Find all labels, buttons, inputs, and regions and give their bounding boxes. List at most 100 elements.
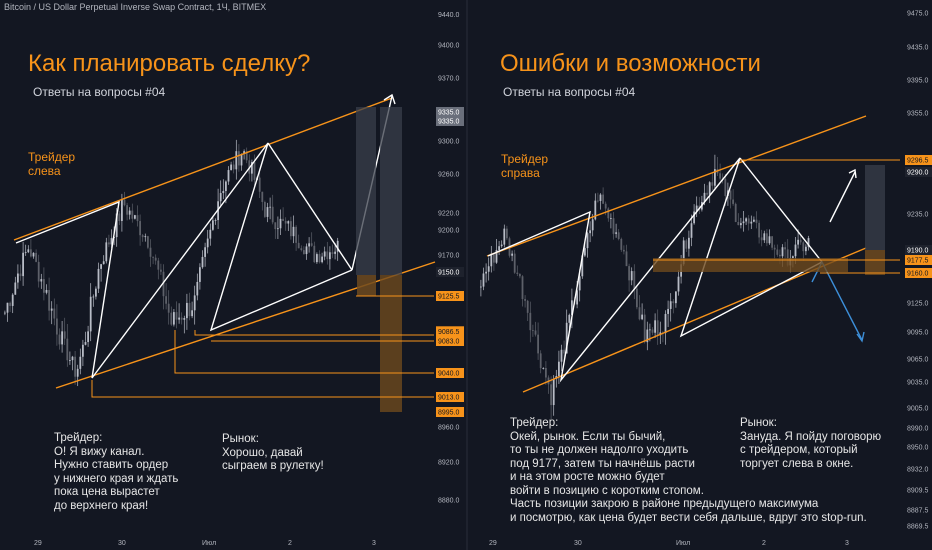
- candle-body: [797, 239, 799, 245]
- candle-body: [92, 296, 95, 298]
- candle-body: [24, 252, 27, 253]
- candle-body: [576, 290, 578, 305]
- y-tick-label: 9125.0: [907, 301, 929, 308]
- candle-body: [482, 273, 485, 287]
- candle-body: [558, 361, 560, 377]
- candle-body: [630, 271, 633, 281]
- candle-body: [737, 221, 740, 226]
- candle-body: [766, 233, 768, 244]
- note-line: под 9177, затем ты начнёшь расти: [510, 457, 695, 470]
- candle-body: [711, 182, 714, 186]
- candle-body: [318, 254, 321, 263]
- x-tick-label: Июл: [202, 540, 216, 547]
- candle-body: [534, 330, 537, 335]
- candle-body: [773, 247, 776, 250]
- candle-body: [323, 251, 326, 257]
- candle-body: [235, 151, 238, 170]
- candle-body: [222, 191, 225, 194]
- candle-body: [284, 220, 287, 224]
- candle-body: [282, 218, 284, 221]
- candle-body: [79, 356, 82, 369]
- y-tick-label: 8920.0: [438, 460, 460, 467]
- x-tick-label: 3: [845, 540, 849, 547]
- candle-body: [9, 302, 11, 306]
- symbol-header: Bitcoin / US Dollar Perpetual Inverse Sw…: [4, 2, 267, 12]
- candle-body: [807, 238, 810, 247]
- note-line: то ты не должен надолго уходить: [510, 444, 689, 456]
- candle-body: [147, 236, 149, 248]
- candle-body: [214, 220, 217, 221]
- candle-body: [539, 353, 542, 369]
- candle-body: [310, 243, 313, 246]
- candle-body: [589, 230, 591, 234]
- candle-body: [612, 218, 615, 234]
- candle-body: [178, 317, 180, 320]
- zigzag-path: [487, 157, 823, 383]
- candle-body: [511, 253, 513, 256]
- price-label: 9290.0: [907, 170, 929, 177]
- level-9040: [174, 330, 434, 374]
- candle-body: [633, 271, 636, 289]
- candle-body: [141, 235, 144, 238]
- candle-body: [89, 296, 92, 332]
- x-tick-label: 29: [34, 540, 42, 547]
- y-tick-label: 9260.0: [438, 172, 460, 179]
- candle-body: [63, 331, 66, 339]
- note-line: и на этом росте можно будет: [510, 471, 665, 483]
- candle-body: [27, 249, 30, 253]
- right-trader-label: Трейдер справа: [501, 152, 548, 180]
- candle-body: [747, 218, 750, 224]
- left-subtitle: Ответы на вопросы #04: [33, 85, 166, 99]
- y-tick-label: 9400.0: [438, 43, 460, 50]
- candle-body: [794, 244, 797, 257]
- candle-body: [300, 248, 303, 251]
- candle-body: [266, 207, 269, 217]
- y-tick-label: 9065.0: [907, 357, 929, 364]
- candle-body: [144, 236, 147, 238]
- note-line: войти в позицию с коротким стопом.: [510, 484, 704, 497]
- candle-body: [240, 153, 243, 166]
- candle-body: [607, 208, 610, 219]
- candle-body: [729, 190, 732, 200]
- candle-body: [183, 318, 186, 320]
- y-tick-label: 9095.0: [907, 330, 929, 337]
- candle-body: [802, 242, 805, 252]
- candle-body: [560, 349, 563, 362]
- candle-body: [180, 317, 183, 320]
- candle-body: [40, 279, 43, 282]
- candle-body: [313, 245, 316, 263]
- candle-body: [58, 334, 61, 345]
- candle-body: [786, 249, 789, 266]
- candle-body: [206, 238, 209, 248]
- y-tick-label: 8932.0: [907, 467, 929, 474]
- candle-body: [251, 162, 253, 174]
- candle-body: [781, 247, 784, 257]
- candle-body: [84, 342, 87, 345]
- price-label: 9086.5: [438, 329, 460, 336]
- y-tick-label: 9005.0: [907, 406, 929, 413]
- y-tick-label: 9035.0: [907, 380, 929, 387]
- candle-body: [516, 272, 519, 274]
- right-market-note: Рынок: Зануда. Я пойду поговорю с трейде…: [740, 417, 881, 471]
- price-label: 9160.0: [907, 271, 929, 278]
- candle-body: [597, 200, 599, 202]
- y-tick-label: 9355.0: [907, 111, 929, 118]
- candle-body: [641, 314, 643, 320]
- candle-body: [274, 222, 277, 230]
- candle-body: [578, 276, 581, 291]
- note-line: Окей, рынок. Если ты бычий,: [510, 430, 666, 443]
- candle-body: [290, 221, 292, 237]
- candle-body: [503, 228, 506, 245]
- y-tick-label: 9370.0: [438, 76, 460, 83]
- candle-body: [160, 269, 162, 272]
- candle-body: [734, 203, 737, 222]
- price-label-bg: [905, 167, 932, 177]
- price-label: 9040.0: [438, 371, 460, 378]
- bull-arrow: [829, 171, 856, 223]
- candle-body: [191, 310, 193, 317]
- candle-body: [186, 302, 188, 319]
- candle-body: [4, 312, 6, 314]
- candle-body: [620, 238, 623, 250]
- candle-body: [636, 288, 638, 308]
